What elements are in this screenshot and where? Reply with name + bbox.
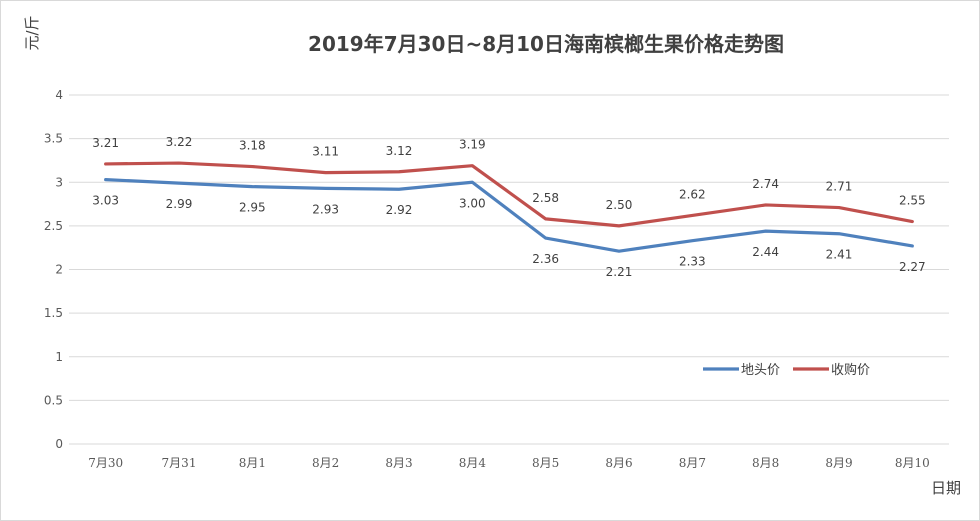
y-tick-label: 2 [55,263,63,277]
series-lines [104,161,914,253]
data-label-series-1: 2.41 [826,248,853,262]
y-tick-label: 0.5 [44,393,63,407]
x-tick-label: 8月4 [459,456,487,470]
x-tick-label: 8月8 [752,456,779,470]
gridlines [69,94,949,445]
data-label-series-2: 2.50 [606,198,633,212]
x-tick-label: 8月10 [895,456,930,470]
y-tick-label: 3.5 [44,132,63,146]
x-tick-label: 8月6 [605,456,632,470]
data-label-series-2: 3.22 [166,135,193,149]
data-label-series-2: 2.71 [826,180,853,194]
series-line-1 [104,178,914,253]
y-tick-labels: 0 0.5 1 1.5 2 2.5 3 3.5 4 [44,88,63,451]
data-label-series-1: 2.36 [532,252,559,266]
data-labels: 3.03 2.99 2.95 2.93 2.92 3.00 2.36 2.21 2.33 2.44… [92,135,925,279]
series-line-2 [104,161,914,228]
data-label-series-2: 2.62 [679,187,706,201]
y-tick-label: 1 [55,350,63,364]
y-tick-label: 2.5 [44,219,63,233]
data-label-series-2: 2.58 [532,191,559,205]
data-label-series-1: 2.44 [752,245,779,259]
data-label-series-2: 3.18 [239,139,266,153]
x-tick-label: 7月30 [88,456,123,470]
data-label-series-1: 2.92 [386,203,413,217]
x-tick-label: 8月2 [312,456,339,470]
y-axis-label: 元/斤 [23,15,41,50]
data-label-series-1: 3.03 [92,194,119,208]
data-label-series-2: 3.21 [92,136,119,150]
data-label-series-1: 2.33 [679,255,706,269]
data-label-series-1: 2.27 [899,260,926,274]
x-tick-label: 7月31 [162,456,197,470]
legend-label-1: 地头价 [741,363,780,378]
x-tick-label: 8月7 [679,456,706,470]
y-tick-label: 4 [55,88,63,102]
chart-title: 2019年7月30日~8月10日海南槟榔生果价格走势图 [308,32,784,56]
x-tick-label: 8月5 [532,456,559,470]
x-tick-label: 8月3 [385,456,412,470]
x-tick-label: 8月1 [239,456,266,470]
y-tick-label: 3 [55,175,63,189]
data-label-series-1: 3.00 [459,196,486,210]
y-tick-label: 0 [55,437,63,451]
x-axis-label: 日期 [931,479,961,497]
data-label-series-2: 3.19 [459,138,486,152]
data-label-series-1: 2.93 [312,202,339,216]
x-tick-label: 8月9 [825,456,852,470]
x-tick-labels: 7月30 7月31 8月1 8月2 8月3 8月4 8月5 8月6 8月7 8月8 8月9 8月10 [88,456,930,470]
data-label-series-1: 2.95 [239,201,266,215]
legend-label-2: 收购价 [831,362,870,378]
data-label-series-2: 3.11 [312,145,339,159]
legend: 地头价 收购价 [703,362,870,378]
data-label-series-2: 2.55 [899,194,926,208]
data-label-series-1: 2.21 [606,265,633,279]
data-label-series-2: 2.74 [752,177,779,191]
data-label-series-1: 2.99 [166,197,193,211]
y-tick-label: 1.5 [44,306,63,320]
data-label-series-2: 3.12 [386,144,413,158]
